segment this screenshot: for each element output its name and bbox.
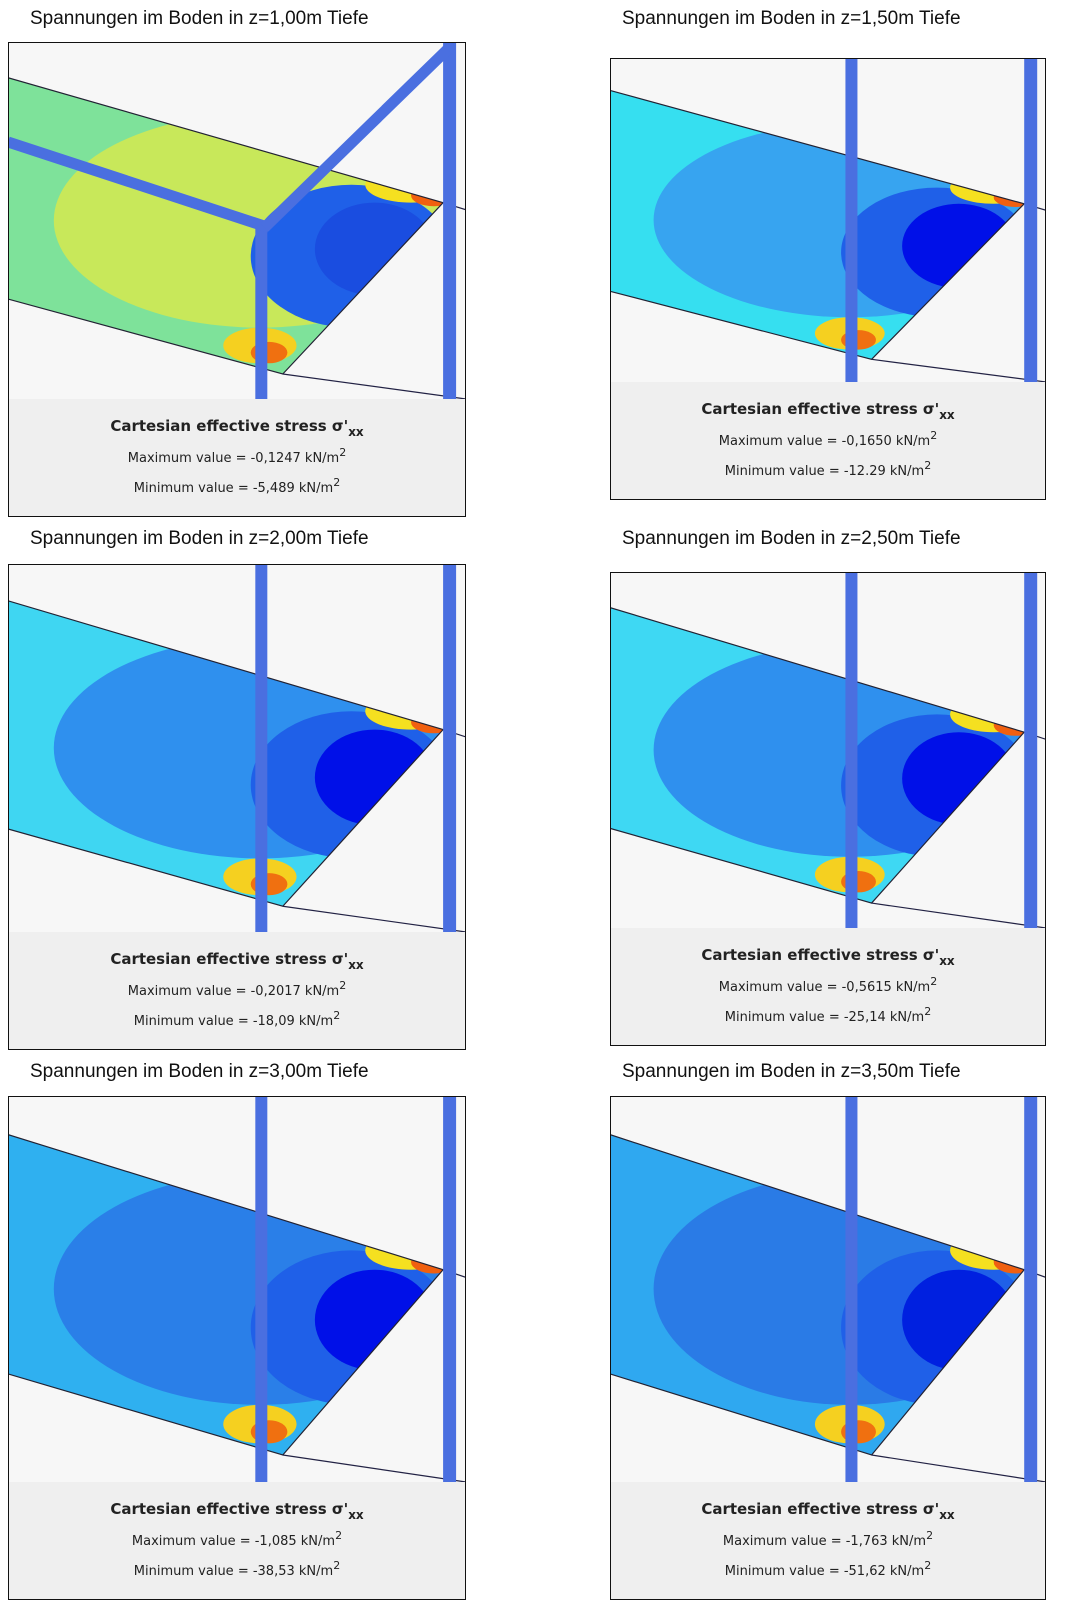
legend-title-text: Cartesian effective stress σ' — [110, 950, 348, 968]
min-label: Minimum value = -51,62 kN/m — [725, 1564, 924, 1579]
max-label: Maximum value = -0,5615 kN/m — [719, 980, 930, 995]
legend-subscript: xx — [939, 1508, 955, 1522]
stress-plot: Cartesian effective stress σ'xx Maximum v… — [610, 1096, 1046, 1600]
min-label: Minimum value = -38,53 kN/m — [134, 1564, 333, 1579]
caption: Spannungen im Boden in z=2,50m Tiefe — [622, 528, 961, 550]
pole — [443, 564, 456, 932]
caption: Spannungen im Boden in z=3,00m Tiefe — [30, 1061, 369, 1083]
min-sup: 2 — [333, 1559, 340, 1572]
max-label: Maximum value = -0,1650 kN/m — [719, 434, 930, 449]
min-label: Minimum value = -12.29 kN/m — [725, 464, 924, 479]
min-sup: 2 — [924, 1559, 931, 1572]
pole — [255, 564, 267, 932]
legend-subscript: xx — [348, 1508, 364, 1522]
legend-title-text: Cartesian effective stress σ' — [701, 1500, 939, 1518]
min-label: Minimum value = -25,14 kN/m — [725, 1010, 924, 1025]
max-sup: 2 — [335, 1529, 342, 1542]
legend-subscript: xx — [939, 954, 955, 968]
stress-plot: Cartesian effective stress σ'xx Maximum v… — [8, 1096, 466, 1600]
max-sup: 2 — [930, 975, 937, 988]
stress-plot: Cartesian effective stress σ'xx Maximum v… — [610, 58, 1046, 500]
legend-subscript: xx — [348, 958, 364, 972]
max-label: Maximum value = -0,1247 kN/m — [128, 451, 339, 466]
pole — [1024, 572, 1037, 928]
stress-plot: Cartesian effective stress σ'xx Maximum v… — [8, 564, 466, 1050]
max-sup: 2 — [339, 979, 346, 992]
legend-title-text: Cartesian effective stress σ' — [701, 400, 939, 418]
max-label: Maximum value = -1,085 kN/m — [132, 1534, 335, 1549]
pole — [845, 58, 857, 382]
max-sup: 2 — [926, 1529, 933, 1542]
legend-subscript: xx — [348, 425, 364, 439]
max-sup: 2 — [339, 446, 346, 459]
legend-title-text: Cartesian effective stress σ' — [701, 946, 939, 964]
min-sup: 2 — [333, 476, 340, 489]
pole — [845, 1096, 857, 1482]
page: Spannungen im Boden in z=1,00m Tiefe Cart… — [0, 0, 1066, 1600]
legend-title-text: Cartesian effective stress σ' — [110, 1500, 348, 1518]
max-sup: 2 — [930, 429, 937, 442]
pole — [443, 42, 456, 399]
stress-plot: Cartesian effective stress σ'xx Maximum v… — [610, 572, 1046, 1046]
min-sup: 2 — [924, 459, 931, 472]
caption: Spannungen im Boden in z=1,50m Tiefe — [622, 8, 961, 30]
min-sup: 2 — [333, 1009, 340, 1022]
pole — [1024, 58, 1037, 382]
pole — [845, 572, 857, 928]
pole — [255, 1096, 267, 1482]
pole — [255, 221, 267, 400]
caption: Spannungen im Boden in z=1,00m Tiefe — [30, 8, 369, 30]
legend-title-text: Cartesian effective stress σ' — [110, 417, 348, 435]
legend-subscript: xx — [939, 408, 955, 422]
max-label: Maximum value = -0,2017 kN/m — [128, 984, 339, 999]
min-label: Minimum value = -18,09 kN/m — [134, 1014, 333, 1029]
max-label: Maximum value = -1,763 kN/m — [723, 1534, 926, 1549]
caption: Spannungen im Boden in z=3,50m Tiefe — [622, 1061, 961, 1083]
min-label: Minimum value = -5,489 kN/m — [134, 481, 333, 496]
pole — [1024, 1096, 1037, 1482]
pole — [443, 1096, 456, 1482]
stress-plot: Cartesian effective stress σ'xx Maximum v… — [8, 42, 466, 517]
min-sup: 2 — [924, 1005, 931, 1018]
caption: Spannungen im Boden in z=2,00m Tiefe — [30, 528, 369, 550]
